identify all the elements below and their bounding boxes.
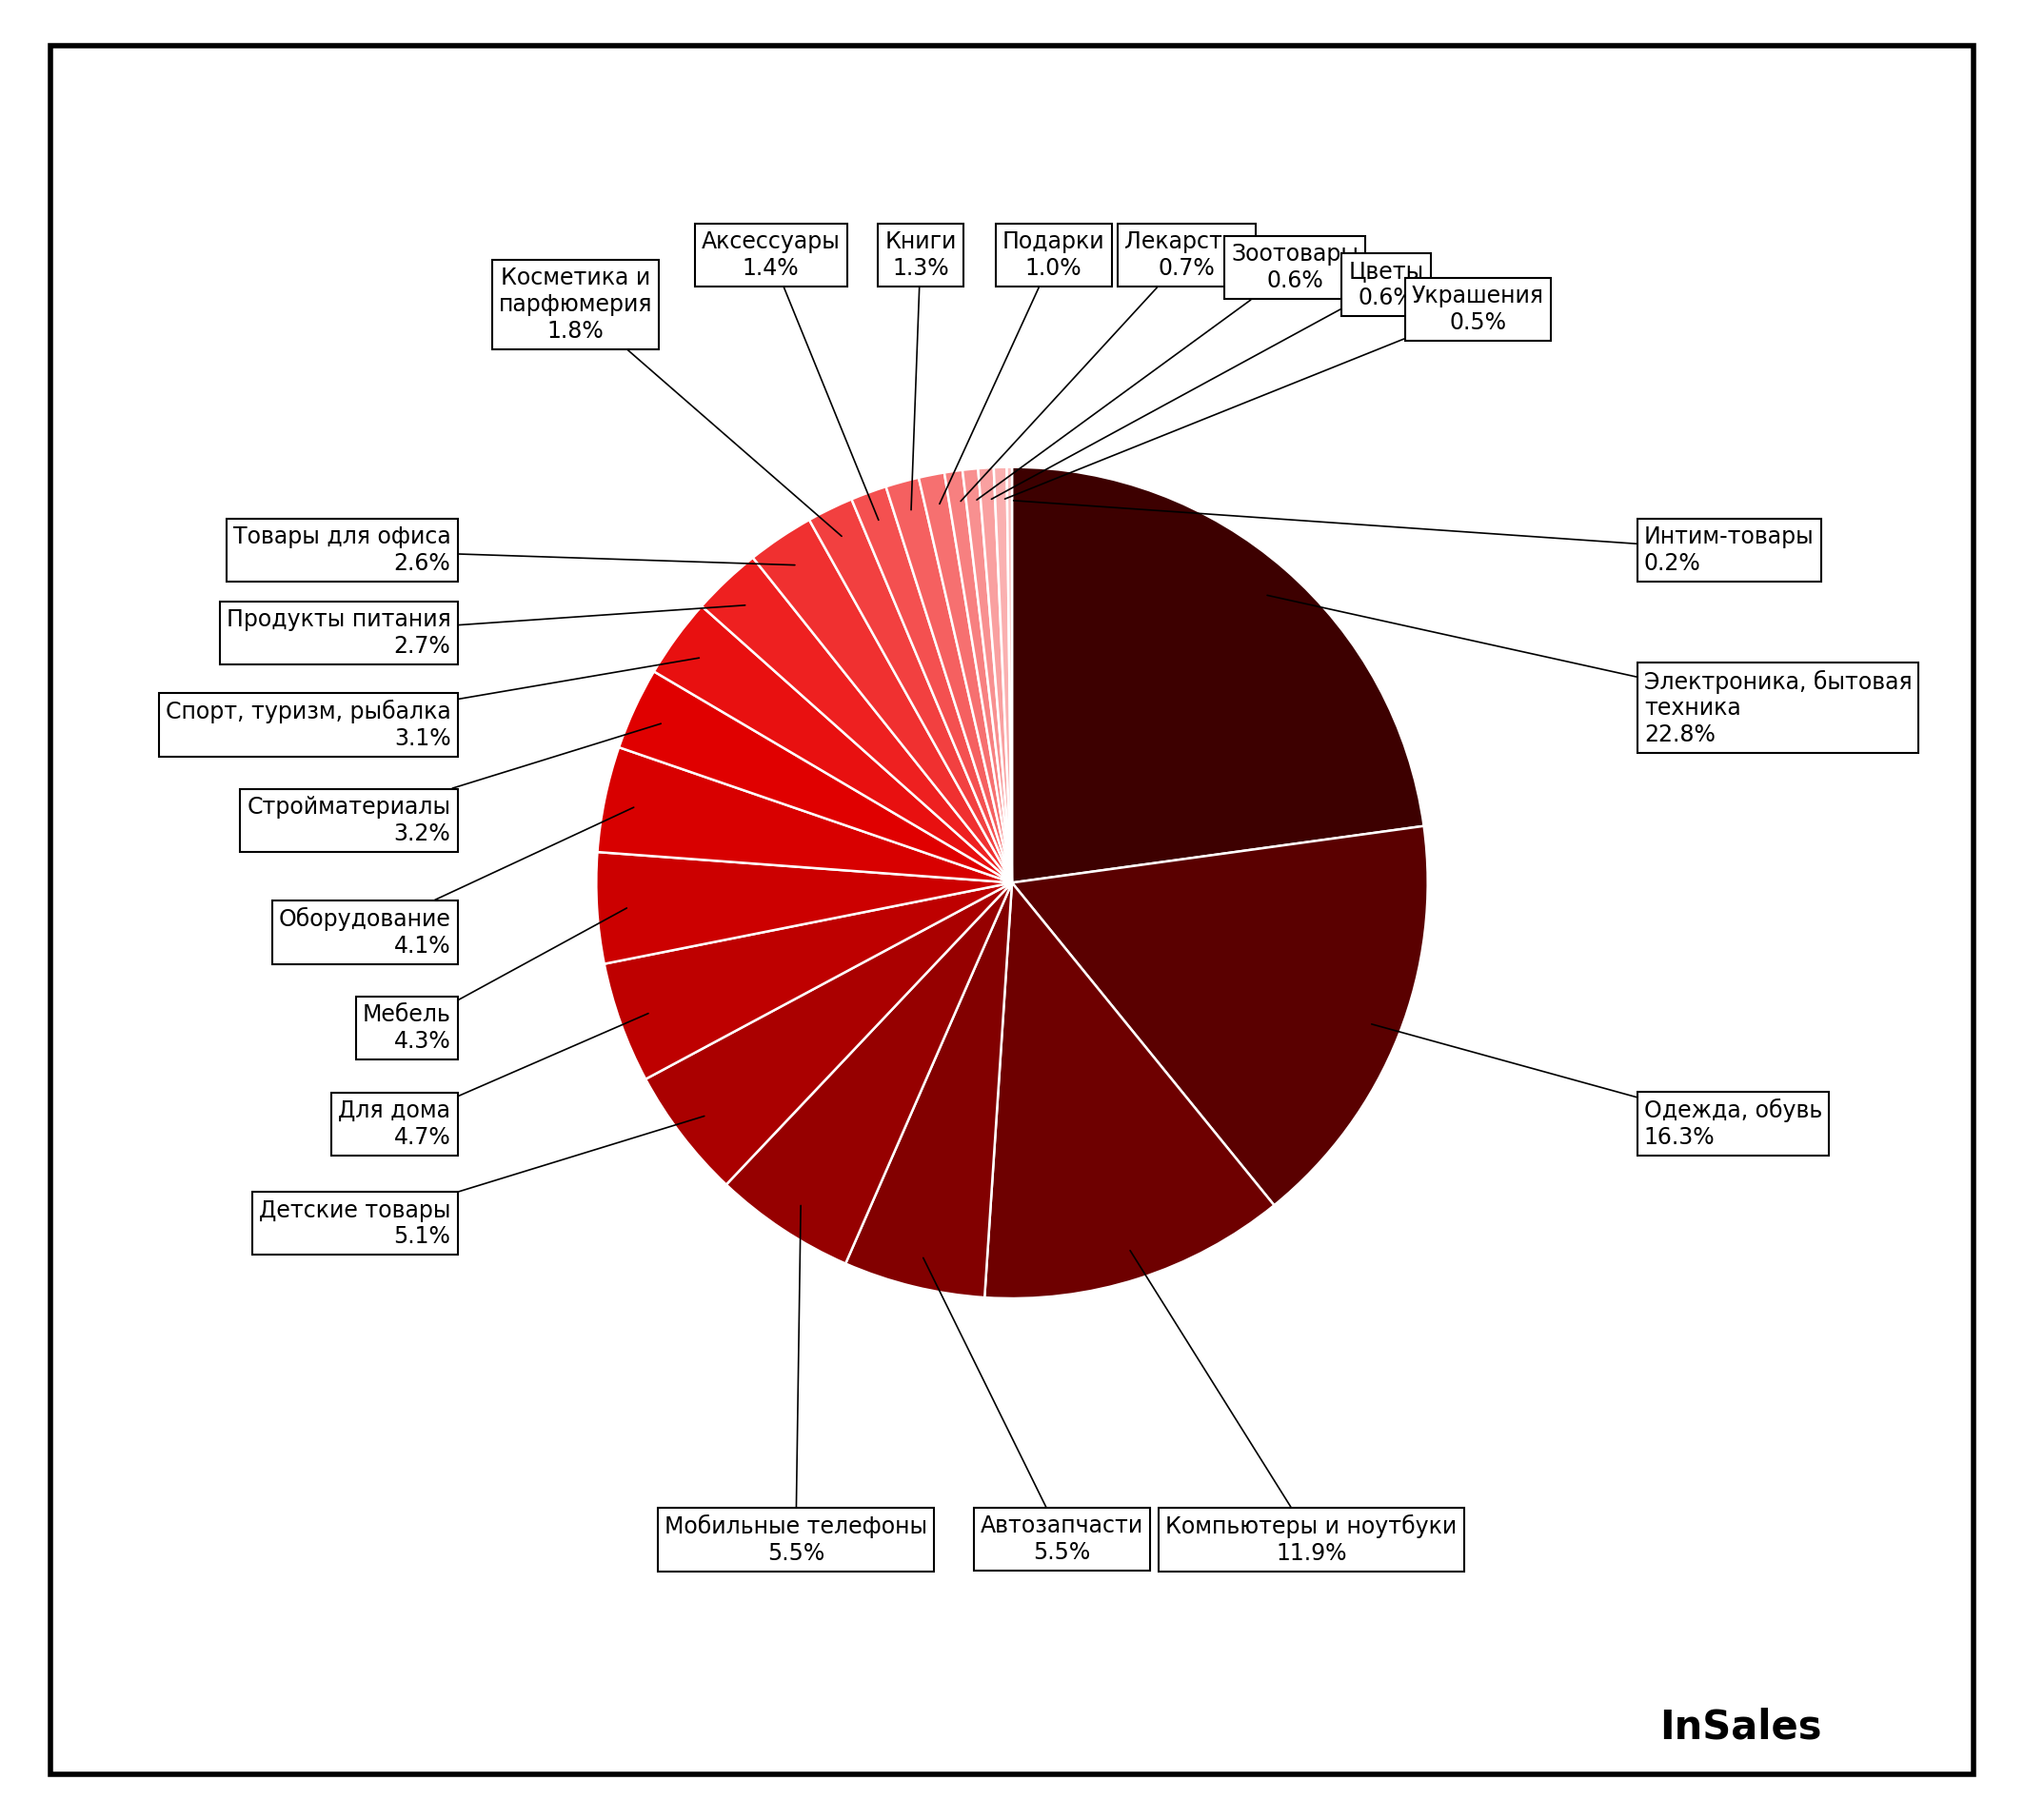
Text: Аксессуары
1.4%: Аксессуары 1.4% <box>702 231 878 521</box>
Wedge shape <box>1006 468 1012 883</box>
Text: Стройматериалы
3.2%: Стройматериалы 3.2% <box>247 724 662 844</box>
Wedge shape <box>984 883 1275 1298</box>
Wedge shape <box>919 473 1012 883</box>
Text: Автозапчасти
5.5%: Автозапчасти 5.5% <box>923 1258 1144 1563</box>
Wedge shape <box>597 852 1012 965</box>
Text: Компьютеры и ноутбуки
11.9%: Компьютеры и ноутбуки 11.9% <box>1129 1250 1457 1565</box>
Wedge shape <box>646 883 1012 1185</box>
Text: Мебель
4.3%: Мебель 4.3% <box>362 908 627 1052</box>
Text: Косметика и
парфюмерия
1.8%: Косметика и парфюмерия 1.8% <box>498 266 842 537</box>
Text: Мобильные телефоны
5.5%: Мобильные телефоны 5.5% <box>664 1205 927 1565</box>
Wedge shape <box>597 748 1012 883</box>
Wedge shape <box>605 883 1012 1079</box>
Wedge shape <box>846 883 1012 1298</box>
Wedge shape <box>945 470 1012 883</box>
Text: InSales: InSales <box>1660 1707 1822 1747</box>
Wedge shape <box>702 557 1012 883</box>
Text: Цветы
0.6%: Цветы 0.6% <box>992 260 1425 499</box>
Text: Продукты питания
2.7%: Продукты питания 2.7% <box>227 606 745 659</box>
Wedge shape <box>994 468 1012 883</box>
Wedge shape <box>1012 826 1427 1205</box>
Wedge shape <box>654 606 1012 883</box>
Wedge shape <box>1012 468 1423 883</box>
Wedge shape <box>978 468 1012 883</box>
Text: Оборудование
4.1%: Оборудование 4.1% <box>279 808 634 957</box>
Wedge shape <box>810 499 1012 883</box>
Wedge shape <box>852 486 1012 883</box>
Wedge shape <box>963 468 1012 883</box>
Text: Интим-товары
0.2%: Интим-товары 0.2% <box>1014 501 1814 575</box>
Text: Товары для офиса
2.6%: Товары для офиса 2.6% <box>233 526 795 575</box>
Text: Украшения
0.5%: Украшения 0.5% <box>1004 284 1544 499</box>
Text: Зоотовары
0.6%: Зоотовары 0.6% <box>978 244 1358 501</box>
Text: Детские товары
5.1%: Детские товары 5.1% <box>259 1116 704 1249</box>
Wedge shape <box>727 883 1012 1263</box>
Text: Лекарства
0.7%: Лекарства 0.7% <box>961 231 1249 501</box>
Wedge shape <box>619 672 1012 883</box>
Text: Книги
1.3%: Книги 1.3% <box>884 231 957 510</box>
Text: Спорт, туризм, рыбалка
3.1%: Спорт, туризм, рыбалка 3.1% <box>166 657 698 750</box>
Text: Подарки
1.0%: Подарки 1.0% <box>939 231 1105 504</box>
Wedge shape <box>887 477 1012 883</box>
Text: Одежда, обувь
16.3%: Одежда, обувь 16.3% <box>1372 1025 1822 1148</box>
Text: Электроника, бытовая
техника
22.8%: Электроника, бытовая техника 22.8% <box>1267 595 1913 746</box>
Wedge shape <box>753 521 1012 883</box>
Text: Для дома
4.7%: Для дома 4.7% <box>338 1014 648 1148</box>
